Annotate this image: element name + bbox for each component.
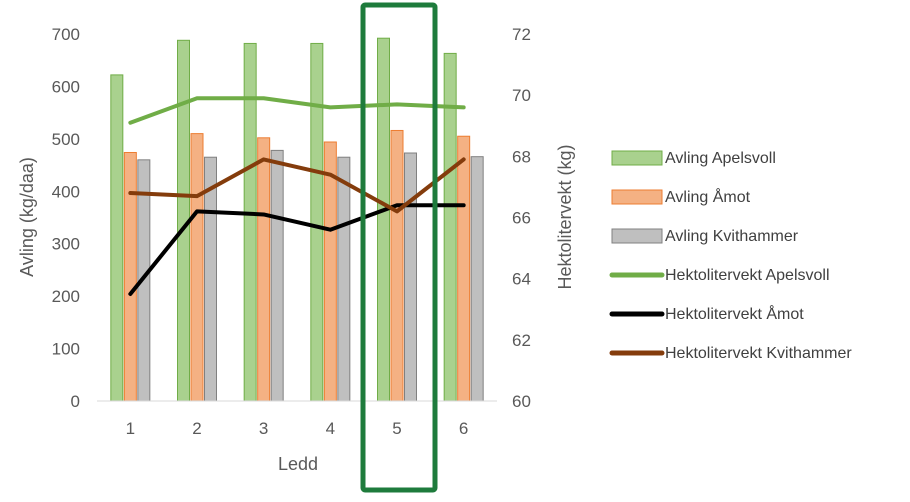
- bar-series-2-cat-1: [123, 151, 137, 402]
- y-tick-label: 700: [52, 25, 80, 44]
- legend-label-4: Hektolitervekt Apelsvoll: [665, 267, 830, 284]
- y2-axis-title: Hektolitervekt (kg): [555, 144, 575, 289]
- legend-swatch-2: [611, 189, 663, 205]
- legend-swatch-1: [611, 150, 663, 166]
- line-series-2: [128, 203, 466, 296]
- bar-series-3-cat-2: [204, 156, 217, 402]
- bar-series-2-cat-5: [390, 129, 404, 402]
- y-tick-label: 500: [52, 130, 80, 149]
- x-axis-ticks: 1 2 3 4 5 6: [126, 419, 469, 438]
- legend-label-6: Hektolitervekt Kvithammer: [665, 345, 852, 362]
- bar-series-3-cat-3: [270, 149, 284, 402]
- legend-label-1: Avling Apelsvoll: [665, 150, 776, 167]
- bar-series-3-cat-5: [404, 152, 417, 402]
- bar-series-2-cat-2: [190, 133, 204, 402]
- x-axis-title: Ledd: [278, 454, 318, 474]
- bar-series-1-cat-4: [310, 42, 324, 402]
- x-tick-label: 6: [459, 419, 468, 438]
- y2-tick-label: 60: [512, 392, 531, 411]
- legend-label-5: Hektolitervekt Åmot: [665, 304, 804, 323]
- y2-tick-label: 72: [512, 25, 531, 44]
- y2-tick-label: 62: [512, 331, 531, 350]
- line-series-1: [128, 96, 466, 125]
- y-tick-label: 300: [52, 235, 80, 254]
- legend-swatch-3: [611, 228, 663, 244]
- legend-label-2: Avling Åmot: [665, 187, 751, 206]
- y2-tick-label: 70: [512, 86, 531, 105]
- bar-series-1-cat-5: [377, 37, 390, 402]
- y-tick-label: 100: [52, 340, 80, 359]
- bar-series-3-cat-4: [337, 156, 351, 402]
- y2-tick-label: 68: [512, 147, 531, 166]
- y-tick-label: 0: [71, 392, 80, 411]
- lines-layer: [128, 96, 466, 296]
- bars-layer: [110, 37, 484, 402]
- bar-series-1-cat-1: [110, 74, 124, 402]
- y-axis-title: Avling (kg/daa): [17, 157, 37, 277]
- x-tick-label: 1: [126, 419, 135, 438]
- highlight-box-category-5: [360, 2, 438, 493]
- y2-tick-label: 64: [512, 270, 531, 289]
- legend: Avling Apelsvoll Avling Åmot Avling Kvitha…: [609, 150, 852, 362]
- x-tick-label: 4: [326, 419, 335, 438]
- line-series-3: [128, 157, 466, 214]
- x-tick-label: 5: [392, 419, 401, 438]
- x-tick-label: 2: [192, 419, 201, 438]
- legend-label-3: Avling Kvithammer: [665, 228, 799, 245]
- y2-axis-ticks: 60 62 64 66 68 70 72: [512, 25, 531, 411]
- bar-series-2-cat-6: [457, 135, 471, 402]
- bar-series-3-cat-6: [470, 156, 484, 402]
- bar-series-2-cat-3: [257, 137, 271, 402]
- y-tick-label: 200: [52, 287, 80, 306]
- y-tick-label: 400: [52, 182, 80, 201]
- y-axis-ticks: 0 100 200 300 400 500 600 700: [52, 25, 80, 411]
- y-tick-label: 600: [52, 77, 80, 96]
- y2-tick-label: 66: [512, 209, 531, 228]
- x-tick-label: 3: [259, 419, 268, 438]
- bar-series-2-cat-4: [323, 141, 337, 402]
